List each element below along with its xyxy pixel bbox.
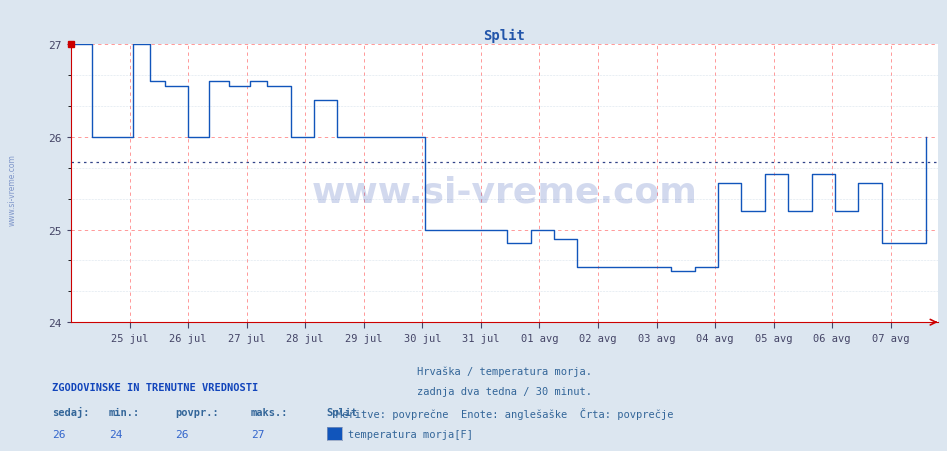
Text: sedaj:: sedaj: xyxy=(52,406,90,417)
Text: 26: 26 xyxy=(52,429,65,439)
Text: Hrvaška / temperatura morja.: Hrvaška / temperatura morja. xyxy=(417,365,592,376)
Text: Split: Split xyxy=(327,407,358,417)
Text: 24: 24 xyxy=(109,429,122,439)
Text: povpr.:: povpr.: xyxy=(175,407,219,417)
Text: zadnja dva tedna / 30 minut.: zadnja dva tedna / 30 minut. xyxy=(417,386,592,396)
Text: Meritve: povprečne  Enote: anglešaške  Črta: povprečje: Meritve: povprečne Enote: anglešaške Črt… xyxy=(335,407,673,419)
Title: Split: Split xyxy=(483,28,526,42)
Text: www.si-vreme.com: www.si-vreme.com xyxy=(8,153,17,226)
Text: www.si-vreme.com: www.si-vreme.com xyxy=(312,175,697,209)
Text: temperatura morja[F]: temperatura morja[F] xyxy=(348,429,474,439)
Text: min.:: min.: xyxy=(109,407,140,417)
Text: 27: 27 xyxy=(251,429,264,439)
Text: ZGODOVINSKE IN TRENUTNE VREDNOSTI: ZGODOVINSKE IN TRENUTNE VREDNOSTI xyxy=(52,382,259,392)
Text: maks.:: maks.: xyxy=(251,407,289,417)
Text: 26: 26 xyxy=(175,429,188,439)
